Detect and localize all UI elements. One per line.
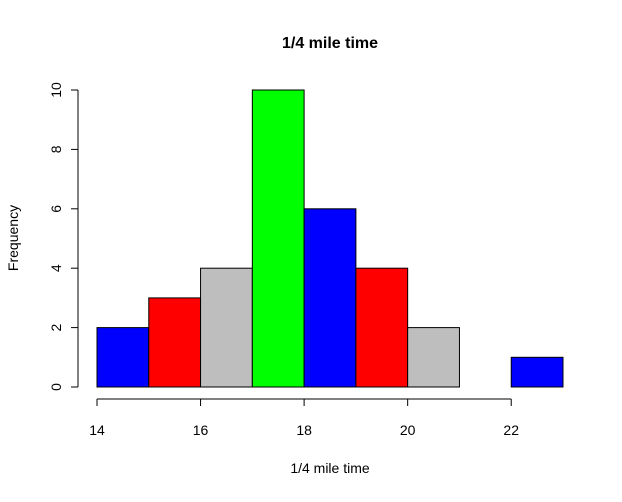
bars-layer [96,89,564,388]
y-tick-label: 2 [48,323,64,331]
x-axis-label: 1/4 mile time [290,460,370,476]
histogram-bar [510,356,564,388]
y-axis-label: Frequency [5,205,21,271]
y-tick-label: 6 [48,205,64,213]
histogram-bar [148,297,202,388]
histogram-bar [355,267,409,388]
histogram-bar [303,208,357,388]
x-tick-label: 18 [296,422,312,438]
chart-title: 1/4 mile time [282,35,378,52]
histogram-bar [200,267,253,388]
histogram-bar [96,327,150,388]
y-tick-label: 8 [48,145,64,153]
x-tick-label: 14 [89,422,105,438]
y-tick-label: 10 [48,82,64,98]
histogram-bar [407,327,460,388]
y-tick-label: 4 [48,264,64,272]
x-tick-label: 16 [193,422,209,438]
y-tick-label: 0 [48,383,64,391]
histogram-bar [251,89,305,388]
x-tick-label: 22 [503,422,519,438]
x-tick-label: 20 [400,422,416,438]
axes-layer: 14 16 18 20 22 0 2 4 6 8 10 [48,82,519,438]
